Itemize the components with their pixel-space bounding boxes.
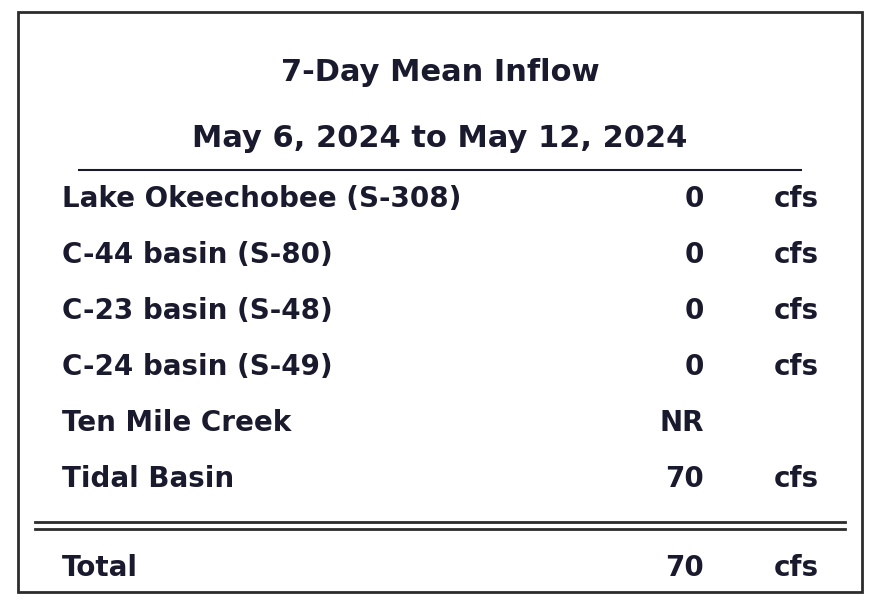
Text: C-44 basin (S-80): C-44 basin (S-80) [62, 242, 333, 269]
Text: 70: 70 [665, 465, 704, 493]
Text: 0: 0 [685, 297, 704, 326]
Text: 0: 0 [685, 185, 704, 213]
Text: C-24 basin (S-49): C-24 basin (S-49) [62, 353, 333, 381]
Text: 0: 0 [685, 353, 704, 381]
Text: C-23 basin (S-48): C-23 basin (S-48) [62, 297, 333, 326]
Text: Ten Mile Creek: Ten Mile Creek [62, 410, 291, 437]
Text: 7-Day Mean Inflow: 7-Day Mean Inflow [281, 58, 599, 87]
Text: NR: NR [659, 410, 704, 437]
Text: Lake Okeechobee (S-308): Lake Okeechobee (S-308) [62, 185, 461, 213]
Text: 70: 70 [665, 554, 704, 582]
Text: cfs: cfs [774, 185, 818, 213]
Text: cfs: cfs [774, 297, 818, 326]
Text: May 6, 2024 to May 12, 2024: May 6, 2024 to May 12, 2024 [193, 124, 687, 153]
FancyBboxPatch shape [18, 12, 862, 592]
Text: cfs: cfs [774, 242, 818, 269]
Text: Tidal Basin: Tidal Basin [62, 465, 234, 493]
Text: cfs: cfs [774, 554, 818, 582]
Text: cfs: cfs [774, 465, 818, 493]
Text: 0: 0 [685, 242, 704, 269]
Text: cfs: cfs [774, 353, 818, 381]
Text: Total: Total [62, 554, 137, 582]
